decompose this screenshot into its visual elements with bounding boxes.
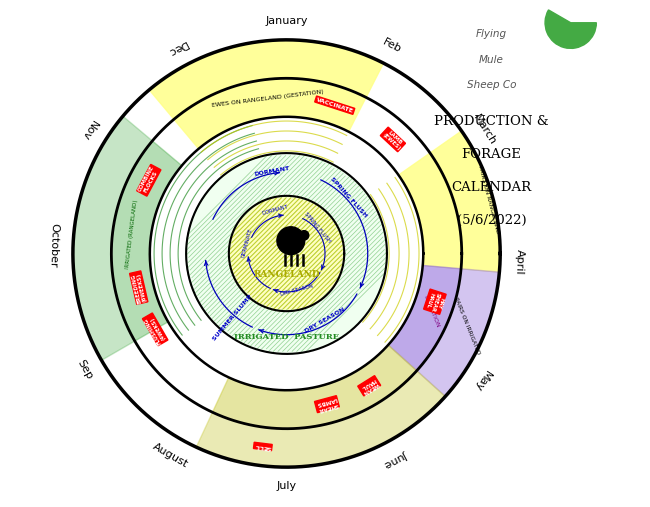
Circle shape xyxy=(277,227,305,255)
Text: BREEDING
(6WEEKS): BREEDING (6WEEKS) xyxy=(130,272,148,304)
Text: EWES ON RANGELAND (GESTATION): EWES ON RANGELAND (GESTATION) xyxy=(211,89,324,108)
Circle shape xyxy=(73,40,501,467)
Text: January: January xyxy=(265,16,308,26)
Text: Feb: Feb xyxy=(382,37,403,55)
Text: Mule: Mule xyxy=(479,55,504,65)
Polygon shape xyxy=(430,131,500,272)
Wedge shape xyxy=(545,10,596,48)
Text: RANGELAND: RANGELAND xyxy=(254,270,320,279)
Text: PAIRS ON RANGELAND: PAIRS ON RANGELAND xyxy=(477,165,500,234)
Text: LACTATION: LACTATION xyxy=(422,295,440,329)
Text: SUMMER SLUMP: SUMMER SLUMP xyxy=(213,294,254,341)
Polygon shape xyxy=(73,116,152,360)
Polygon shape xyxy=(398,153,462,269)
Text: Nov: Nov xyxy=(79,118,99,142)
Text: WEAN
HAUL: WEAN HAUL xyxy=(359,376,380,395)
Text: DORMANT: DORMANT xyxy=(261,204,289,216)
Circle shape xyxy=(229,196,344,311)
Text: Flying: Flying xyxy=(476,29,507,39)
Text: FORAGE: FORAGE xyxy=(462,148,521,161)
Polygon shape xyxy=(213,345,417,429)
Text: SPRING FLUSH: SPRING FLUSH xyxy=(304,211,332,243)
Polygon shape xyxy=(174,78,366,149)
Text: March: March xyxy=(471,113,497,147)
Text: GERMINATE: GERMINATE xyxy=(241,228,254,259)
Polygon shape xyxy=(150,40,384,119)
Circle shape xyxy=(186,153,387,354)
Text: IRRIGATED  PASTURE: IRRIGATED PASTURE xyxy=(234,333,339,341)
Polygon shape xyxy=(388,266,461,371)
Text: PAIRS ON IRRIGATED: PAIRS ON IRRIGATED xyxy=(453,297,480,356)
Text: SELL: SELL xyxy=(254,443,272,450)
Text: Sep: Sep xyxy=(75,358,94,382)
Text: Sheep Co: Sheep Co xyxy=(467,81,516,90)
Text: IRRIGATED (RANGELAND): IRRIGATED (RANGELAND) xyxy=(125,200,138,269)
Text: DRY SEASON: DRY SEASON xyxy=(304,307,346,334)
Text: DRY SEASON: DRY SEASON xyxy=(280,284,313,298)
Text: SHEAR
LAMBS: SHEAR LAMBS xyxy=(315,396,339,412)
Text: (5/6/2022): (5/6/2022) xyxy=(457,214,526,227)
Text: August: August xyxy=(151,441,190,469)
Text: FLUSHING
(4WEKS): FLUSHING (4WEKS) xyxy=(143,314,167,345)
Text: Dec: Dec xyxy=(165,39,189,57)
Text: SPRING FLUSH: SPRING FLUSH xyxy=(329,177,368,219)
Polygon shape xyxy=(417,269,499,396)
Text: July: July xyxy=(276,481,296,491)
Text: June: June xyxy=(383,449,409,469)
Text: COMBINE
FLOCKS: COMBINE FLOCKS xyxy=(138,165,160,195)
Text: VACCINATE: VACCINATE xyxy=(315,97,354,114)
Polygon shape xyxy=(111,141,182,341)
Text: October: October xyxy=(48,223,60,268)
Circle shape xyxy=(229,196,344,311)
Text: April: April xyxy=(514,249,525,275)
Text: PRODUCTION &: PRODUCTION & xyxy=(434,115,549,128)
Text: HAY
SHEAR
HAUL: HAY SHEAR HAUL xyxy=(424,289,445,314)
Text: CALENDAR: CALENDAR xyxy=(452,181,532,194)
Text: May: May xyxy=(471,368,492,393)
Text: LAMB
(EWES): LAMB (EWES) xyxy=(381,128,405,151)
Text: DORMANT: DORMANT xyxy=(254,166,291,177)
Circle shape xyxy=(300,231,309,240)
Polygon shape xyxy=(196,371,445,467)
